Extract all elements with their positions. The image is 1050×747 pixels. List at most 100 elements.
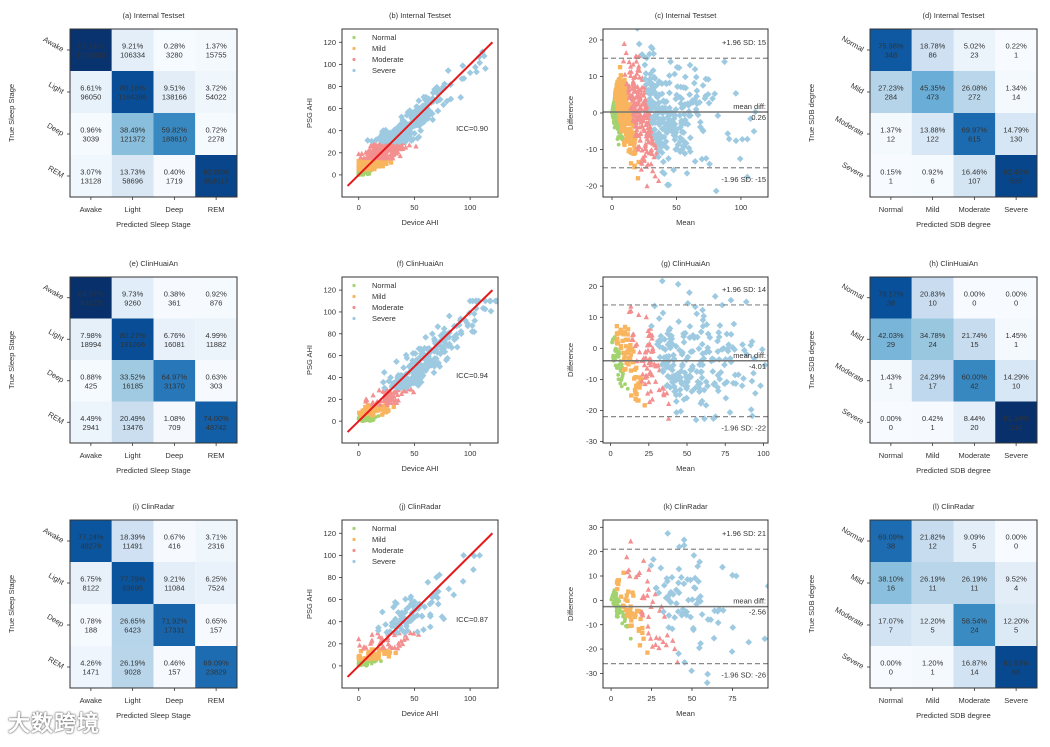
data-point-mild (626, 131, 631, 137)
data-point-moderate (649, 396, 655, 402)
data-point-normal (616, 372, 621, 377)
watermark-logo: 大数跨境 (8, 712, 101, 737)
cell-count: 473 (926, 93, 939, 102)
data-point-severe (694, 378, 702, 386)
cell-percent: 45.35% (920, 84, 946, 93)
data-point-severe (407, 111, 415, 119)
cell-count: 1028835 (76, 51, 105, 60)
data-point-severe (688, 596, 696, 603)
cell-percent: 9.51% (164, 84, 186, 93)
data-point-severe (743, 173, 751, 181)
data-point-severe (659, 309, 667, 317)
data-point-mild (617, 95, 622, 100)
data-point-severe (646, 50, 653, 58)
cell-percent: 80.27% (120, 331, 146, 340)
data-point-severe (450, 591, 458, 599)
y-tick-label: Normal (840, 525, 866, 545)
cell-count: 709 (168, 423, 181, 432)
data-point-moderate (647, 362, 654, 368)
heatmap-cell (911, 401, 954, 443)
data-point-severe (682, 378, 690, 386)
cell-percent: 59.82% (162, 126, 188, 135)
data-point-severe (666, 344, 674, 352)
data-point-severe (381, 384, 388, 392)
data-point-moderate (649, 348, 655, 354)
x-tick-label: 50 (672, 203, 680, 212)
cell-percent: 0.28% (164, 42, 186, 51)
data-point-severe (665, 122, 673, 129)
data-point-severe (383, 629, 391, 636)
data-point-normal (379, 659, 383, 664)
data-point-severe (660, 581, 668, 589)
data-point-mild (622, 329, 627, 334)
x-tick-label: Mild (926, 451, 940, 460)
data-point-mild (632, 614, 638, 620)
data-point-mild (623, 107, 628, 112)
x-tick-label: 25 (647, 694, 655, 703)
data-point-mild (625, 332, 630, 337)
heatmap-cell (870, 71, 912, 113)
cell-count: 68 (1012, 668, 1020, 677)
heatmap-cell (70, 29, 112, 71)
data-point-severe (494, 297, 498, 305)
cell-percent: 16.46% (962, 168, 988, 177)
data-point-moderate (640, 371, 646, 377)
data-point-severe (682, 372, 690, 380)
data-point-severe (379, 128, 386, 135)
data-point-severe (772, 333, 779, 340)
data-point-severe (677, 378, 685, 385)
data-point-moderate (379, 150, 385, 157)
data-point-moderate (636, 63, 642, 69)
data-point-severe (681, 369, 689, 377)
panel-a: (a) Internal Testset 89.14%1028835 9.21%10… (7, 11, 238, 229)
legend-marker-normal (352, 283, 356, 288)
data-point-severe (652, 111, 660, 119)
y-tick-label: -20 (586, 406, 597, 415)
cell-count: 11 (929, 584, 937, 593)
cell-count: 48276 (80, 542, 101, 551)
data-point-moderate (636, 311, 642, 318)
data-point-normal (370, 416, 375, 421)
data-point-mild (640, 625, 645, 631)
data-point-moderate (623, 50, 629, 56)
data-point-severe (671, 614, 679, 621)
data-point-severe (691, 584, 699, 592)
data-point-severe (714, 371, 722, 379)
data-point-severe (655, 315, 663, 322)
data-point-severe (750, 369, 757, 377)
x-tick-label: 0 (357, 203, 361, 212)
data-point-severe (664, 126, 672, 133)
y-tick-label: 100 (323, 60, 336, 69)
panel-title: (e) ClinHuaiAn (129, 259, 178, 268)
data-point-moderate (645, 347, 651, 353)
y-axis-label: Difference (566, 587, 575, 621)
data-point-mild (623, 102, 628, 108)
cell-percent: 0.78% (80, 617, 102, 626)
cell-count: 0 (1014, 542, 1018, 551)
data-point-moderate (376, 633, 383, 639)
data-point-mild (621, 357, 627, 362)
cell-count: 354017 (204, 177, 229, 186)
data-point-mild (621, 332, 626, 337)
data-point-mild (615, 336, 620, 342)
data-point-severe (434, 107, 442, 115)
data-point-severe (683, 394, 691, 402)
data-point-moderate (635, 571, 641, 577)
cell-count: 12 (928, 542, 936, 551)
panel-title: (b) Internal Testset (389, 11, 452, 20)
data-point-severe (651, 126, 658, 133)
heatmap-cell (153, 646, 196, 688)
cell-percent: 0.40% (164, 168, 186, 177)
data-point-moderate (642, 349, 649, 355)
data-point-moderate (376, 387, 382, 393)
icc-annotation: ICC=0.94 (456, 371, 488, 380)
data-point-mild (386, 654, 392, 659)
data-point-severe (684, 576, 691, 583)
cell-percent: 89.97% (78, 289, 104, 298)
y-tick-label: 100 (323, 551, 336, 560)
cell-count: 107 (968, 177, 981, 186)
data-point-severe (481, 305, 489, 313)
x-tick-label: Deep (165, 451, 183, 460)
y-tick-label: 20 (589, 282, 597, 291)
data-point-normal (621, 371, 625, 376)
